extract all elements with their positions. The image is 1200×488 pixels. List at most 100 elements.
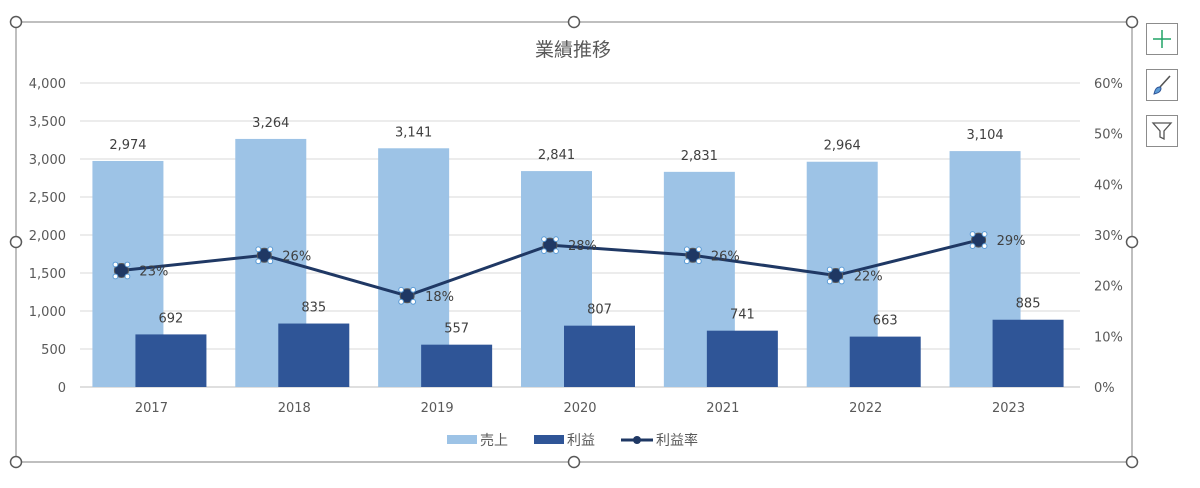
profit-rate-marker[interactable] bbox=[685, 247, 701, 263]
x-tick-label: 2018 bbox=[278, 401, 311, 416]
profit-rate-marker[interactable] bbox=[971, 232, 987, 248]
resize-handle[interactable] bbox=[9, 455, 23, 469]
resize-handle[interactable] bbox=[1125, 455, 1139, 469]
profit-data-label: 885 bbox=[1016, 297, 1041, 312]
legend-swatch-profit bbox=[534, 435, 564, 444]
legend-label-profit-rate: 利益率 bbox=[656, 432, 698, 449]
marker-selection-handle bbox=[838, 278, 845, 285]
profit-bar[interactable] bbox=[421, 344, 493, 387]
resize-handle[interactable] bbox=[1125, 15, 1139, 29]
marker-selection-handle bbox=[981, 243, 988, 249]
profit-bar[interactable] bbox=[992, 319, 1064, 387]
chart-filters-button[interactable] bbox=[1146, 115, 1178, 147]
y-left-tick-label: 0 bbox=[58, 381, 66, 396]
profit-data-label: 663 bbox=[873, 314, 898, 329]
resize-handle[interactable] bbox=[9, 235, 23, 249]
marker-selection-handle bbox=[695, 246, 702, 253]
profit-rate-marker[interactable] bbox=[828, 268, 844, 284]
marker-selection-handle bbox=[255, 258, 262, 265]
y-axis-left: 0 500 1,000 1,500 2,000 2,500 3,000 3,500 4,000 bbox=[29, 77, 66, 396]
plus-icon bbox=[1153, 30, 1171, 48]
sales-data-label: 2,964 bbox=[824, 139, 861, 154]
legend: 売上 利益 利益率 bbox=[447, 432, 698, 449]
marker-selection-handle bbox=[683, 246, 690, 253]
marker-selection-handle bbox=[398, 286, 405, 293]
resize-handle[interactable] bbox=[567, 15, 581, 29]
marker-selection-handle bbox=[410, 286, 417, 293]
marker-selection-handle bbox=[112, 261, 119, 268]
profit-rate-data-label: 28% bbox=[568, 239, 597, 254]
x-tick-label: 2022 bbox=[849, 401, 882, 416]
chart-elements-button[interactable] bbox=[1146, 23, 1178, 55]
sales-data-label: 2,974 bbox=[109, 138, 146, 153]
x-axis: 2017 2018 2019 2020 2021 2022 2023 bbox=[135, 401, 1025, 416]
profit-rate-data-label: 22% bbox=[854, 270, 883, 285]
profit-bar[interactable] bbox=[564, 325, 635, 387]
marker-selection-handle bbox=[838, 266, 845, 273]
x-tick-label: 2019 bbox=[421, 401, 454, 416]
marker-selection-handle bbox=[541, 248, 547, 255]
profit-rate-marker[interactable] bbox=[256, 247, 272, 263]
marker-selection-handle bbox=[398, 298, 405, 305]
y-right-tick-label: 40% bbox=[1094, 178, 1123, 193]
x-tick-label: 2021 bbox=[706, 401, 739, 416]
y-left-tick-label: 2,500 bbox=[29, 191, 66, 206]
profit-bar[interactable] bbox=[706, 330, 778, 387]
sales-data-label: 3,141 bbox=[395, 125, 432, 140]
y-left-tick-label: 2,000 bbox=[29, 229, 66, 244]
marker-selection-handle bbox=[541, 236, 547, 243]
legend-label-profit: 利益 bbox=[567, 433, 595, 449]
y-left-tick-label: 1,500 bbox=[29, 267, 66, 282]
brush-icon bbox=[1153, 75, 1171, 95]
profit-data-label: 557 bbox=[444, 322, 469, 337]
legend-swatch-sales bbox=[447, 435, 477, 444]
y-left-tick-label: 4,000 bbox=[29, 77, 66, 92]
y-right-tick-label: 20% bbox=[1094, 280, 1123, 295]
marker-selection-handle bbox=[267, 246, 274, 253]
marker-selection-handle bbox=[124, 261, 131, 268]
x-tick-label: 2020 bbox=[563, 401, 596, 416]
chart-styles-button[interactable] bbox=[1146, 69, 1178, 101]
profit-rate-data-label: 23% bbox=[139, 264, 168, 279]
marker-selection-handle bbox=[969, 231, 976, 237]
y-axis-right: 0% 10% 20% 30% 40% 50% 60% bbox=[1094, 77, 1123, 396]
y-right-tick-label: 30% bbox=[1094, 229, 1123, 244]
profit-rate-marker[interactable] bbox=[542, 237, 558, 253]
marker-selection-handle bbox=[255, 246, 262, 253]
legend-swatch-profit-rate-marker bbox=[633, 436, 641, 444]
y-right-tick-label: 60% bbox=[1094, 77, 1123, 92]
sales-data-label: 2,841 bbox=[538, 148, 575, 163]
resize-handle[interactable] bbox=[567, 455, 581, 469]
profit-rate-data-label: 26% bbox=[711, 249, 740, 264]
marker-selection-handle bbox=[683, 258, 690, 265]
profit-rate-line: 23% 26% 18% 28% 26% 22% 29% bbox=[112, 231, 1025, 305]
marker-selection-handle bbox=[553, 248, 559, 255]
y-left-tick-label: 3,000 bbox=[29, 153, 66, 168]
y-right-tick-label: 50% bbox=[1094, 128, 1123, 143]
profit-bar[interactable] bbox=[135, 334, 207, 387]
y-left-tick-label: 3,500 bbox=[29, 115, 66, 130]
marker-selection-handle bbox=[969, 243, 976, 249]
profit-rate-data-label: 26% bbox=[282, 249, 311, 264]
y-right-tick-label: 10% bbox=[1094, 330, 1123, 345]
profit-data-label: 835 bbox=[301, 301, 326, 316]
profit-bar[interactable] bbox=[278, 323, 350, 387]
marker-selection-handle bbox=[981, 231, 988, 237]
profit-rate-marker[interactable] bbox=[399, 288, 415, 304]
sales-data-label: 3,264 bbox=[252, 116, 289, 131]
resize-handle[interactable] bbox=[9, 15, 23, 29]
marker-selection-handle bbox=[826, 266, 833, 273]
selection-handles bbox=[9, 15, 1139, 469]
marker-selection-handle bbox=[124, 273, 131, 280]
profit-data-label: 807 bbox=[587, 303, 612, 318]
x-tick-label: 2023 bbox=[992, 401, 1025, 416]
profit-bar[interactable] bbox=[849, 336, 921, 387]
profit-rate-marker[interactable] bbox=[113, 262, 129, 278]
resize-handle[interactable] bbox=[1125, 235, 1139, 249]
funnel-icon bbox=[1151, 122, 1173, 141]
sales-data-label: 3,104 bbox=[966, 128, 1003, 143]
marker-selection-handle bbox=[267, 258, 274, 265]
marker-selection-handle bbox=[553, 236, 559, 243]
marker-selection-handle bbox=[826, 278, 833, 285]
